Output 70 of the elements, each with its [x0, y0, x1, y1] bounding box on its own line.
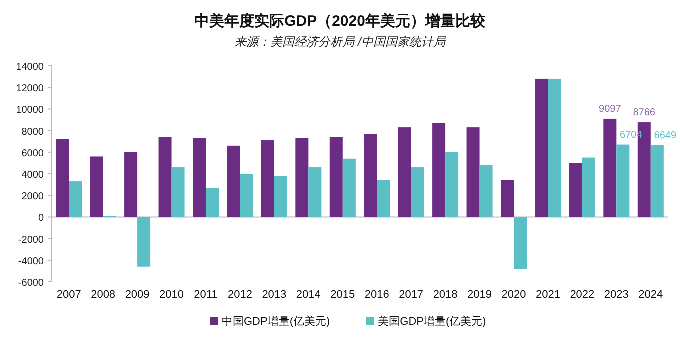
legend-label: 中国GDP增量(亿美元) [222, 315, 330, 328]
bar [616, 144, 630, 218]
y-tick-label: 0 [38, 213, 44, 224]
bar [480, 165, 493, 218]
bar [604, 118, 617, 218]
x-tick-label: 2012 [228, 289, 252, 301]
x-tick-label: 2007 [56, 289, 82, 301]
bar [466, 128, 480, 218]
x-tick-label: 2015 [330, 289, 356, 301]
bar [330, 137, 343, 218]
bar [261, 140, 274, 218]
x-tick-label: 2016 [364, 289, 390, 301]
x-tick-label: 2022 [570, 289, 595, 301]
y-tick-label: 6000 [22, 148, 44, 160]
y-tick-label: 8000 [22, 126, 44, 138]
y-tick-label: 12000 [16, 84, 44, 95]
bar [398, 128, 412, 218]
chart-title: 中美年度实际GDP（2020年美元）增量比较 [194, 12, 486, 30]
bar [569, 163, 582, 218]
y-tick-label: 14000 [16, 62, 44, 73]
bar [500, 180, 514, 218]
x-tick-label: 2014 [296, 289, 321, 301]
bar [240, 174, 254, 218]
bar [296, 138, 309, 218]
x-tick-label: 2009 [125, 289, 150, 301]
x-tick-label: 2019 [468, 289, 492, 301]
x-tick-label: 2020 [502, 289, 526, 301]
x-tick-label: 2023 [604, 289, 629, 301]
x-tick-label: 2011 [194, 289, 218, 301]
bar [446, 152, 459, 218]
data-label: 6649 [654, 130, 677, 142]
bar [69, 182, 82, 218]
bar [124, 152, 138, 218]
bar [172, 168, 185, 218]
y-tick-label: -2000 [18, 234, 44, 246]
y-tick-label: -6000 [18, 278, 44, 289]
bar [342, 158, 356, 218]
x-tick-label: 2021 [536, 289, 560, 301]
bar [364, 134, 378, 218]
x-tick-label: 2018 [433, 289, 458, 301]
bar [535, 78, 548, 218]
bar [158, 137, 172, 218]
bar [274, 176, 288, 218]
bar [90, 156, 104, 218]
bar [192, 138, 206, 218]
bar [206, 188, 220, 218]
bar [582, 158, 596, 218]
bar [548, 78, 562, 218]
bar [650, 145, 664, 218]
bar [377, 180, 390, 218]
bar [227, 146, 240, 218]
x-tick-label: 2010 [160, 289, 184, 301]
data-label: 9097 [599, 104, 622, 115]
bar [432, 123, 446, 218]
data-label: 8766 [633, 108, 656, 119]
bar [514, 217, 528, 270]
bar [56, 139, 70, 218]
legend-label: 美国GDP增量(亿美元) [378, 315, 486, 328]
y-tick-label: 4000 [22, 170, 44, 181]
y-tick-label: -4000 [18, 256, 44, 268]
x-tick-label: 2013 [262, 289, 287, 301]
bar [308, 168, 322, 218]
x-tick-label: 2008 [91, 289, 116, 301]
y-tick-label: 10000 [16, 105, 44, 116]
x-tick-label: 2017 [399, 289, 424, 301]
bar [411, 168, 424, 218]
y-tick-label: 2000 [22, 192, 44, 203]
x-tick-label: 2024 [638, 289, 664, 301]
chart-subtitle: 来源：美国经济分析局 /中国国家统计局 [234, 35, 446, 49]
bar [138, 217, 151, 267]
